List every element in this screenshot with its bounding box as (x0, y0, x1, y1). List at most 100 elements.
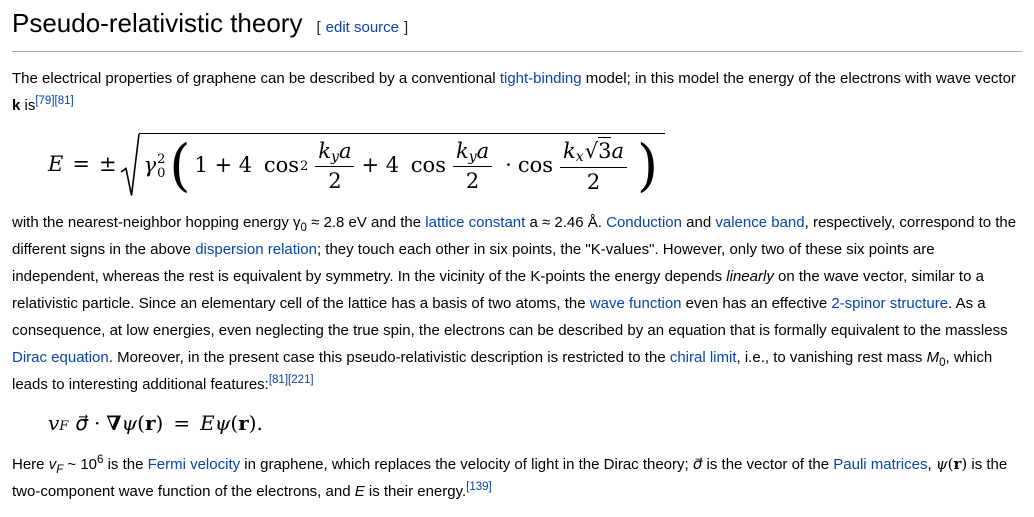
text-run: . As a consequence, at low energies, eve… (12, 295, 1008, 339)
gamma-sup-sub: 2 0 (157, 151, 166, 182)
section-title: Pseudo-relativistic theory (12, 8, 303, 38)
text-run: is the vector of the (702, 456, 834, 473)
wiki-link[interactable]: lattice constant (425, 214, 526, 231)
sigma-vector: σ⃗ (75, 411, 89, 435)
var-k: k (318, 138, 332, 163)
sub-x: x (575, 149, 584, 166)
text-run: with the nearest-neighbor hopping energy… (12, 214, 301, 231)
text-run: , respectively, correspond to the differ… (12, 214, 1017, 258)
text-run: is (20, 97, 36, 114)
equals-sign: = (72, 152, 90, 177)
psi-symbol: ψ (121, 411, 138, 435)
plus-minus-sign: ± (98, 152, 117, 177)
center-dot: · (94, 411, 101, 435)
fraction-kx-sqrt3a-over-2: k x √ 3 a 2 (560, 137, 627, 195)
edit-section: [edit source] (316, 19, 408, 36)
paragraph-intro: The electrical properties of graphene ca… (12, 65, 1022, 119)
inline-math: ψ (935, 455, 948, 473)
text-run: even has an effective (681, 295, 832, 312)
close-parenthesis: ) (636, 133, 659, 199)
italic-text: v (48, 456, 57, 473)
small-radical-sign: √ (584, 139, 599, 164)
inline-math: r (953, 455, 962, 473)
var-a: a (476, 138, 490, 163)
nabla-operator: ∇ (106, 411, 122, 435)
var-E: E (200, 411, 215, 435)
text-run: ; they touch each other in six points, t… (12, 241, 935, 285)
var-a: a (338, 138, 352, 163)
wiki-link[interactable]: wave function (589, 295, 682, 312)
paragraph-fermi-velocity: Here vF ~ 106 is the Fermi velocity in g… (12, 451, 1022, 505)
subscript-text: 0 (300, 222, 307, 234)
inline-math: σ⃗ (692, 455, 703, 473)
reference-link[interactable]: [139] (466, 481, 492, 493)
edit-bracket-open: [ (316, 19, 321, 36)
gamma-exponent: 2 (157, 151, 166, 167)
radical-sign (120, 133, 140, 196)
inline-math: ( (947, 455, 954, 473)
inline-math: ) (961, 455, 968, 473)
cos-operator: cos (410, 153, 446, 178)
open-parenthesis: ( (169, 133, 191, 199)
var-a: a (611, 139, 624, 164)
italic-text: E (354, 483, 365, 500)
text-run: is their energy. (364, 483, 467, 500)
reference-link[interactable]: [79][81] (35, 95, 74, 107)
text-run: is the two-component wave function of th… (12, 456, 1008, 500)
wiki-link[interactable]: chiral limit (669, 349, 737, 366)
italic-text: linearly (726, 268, 774, 285)
sub-F: F (59, 419, 69, 434)
wiki-link[interactable]: dispersion relation (195, 241, 317, 258)
bold-r: r (144, 411, 156, 435)
var-k: k (563, 139, 576, 164)
cos-operator: cos (263, 153, 300, 178)
text-run: . Moreover, in the present case this pse… (108, 349, 670, 366)
subscript-text: 0 (939, 357, 946, 369)
wiki-link[interactable]: Pauli matrices (833, 456, 928, 473)
text-run: is the (103, 456, 148, 473)
section-heading: Pseudo-relativistic theory [edit source] (12, 4, 1022, 52)
text-run: , i.e., to vanishing rest mass (736, 349, 927, 366)
var-v: v (48, 411, 60, 435)
wiki-link[interactable]: 2-spinor structure (831, 295, 949, 312)
edit-bracket-close: ] (404, 19, 409, 36)
text-run: in graphene, which replaces the velocity… (240, 456, 693, 473)
wiki-link[interactable]: Conduction (606, 214, 682, 231)
close-parenthesis: ) (155, 411, 164, 435)
text-run: The electrical properties of graphene ca… (12, 70, 500, 87)
psi-symbol: ψ (214, 411, 231, 435)
text-run: and (682, 214, 716, 231)
wiki-link[interactable]: tight-binding (499, 70, 582, 87)
text-run: , (927, 456, 936, 473)
denominator-2: 2 (328, 169, 342, 193)
text-run: ~ 10 (63, 456, 97, 473)
open-parenthesis: ( (137, 411, 145, 435)
sqrt-three: 3 (598, 137, 612, 164)
text-run: Here (12, 456, 49, 473)
gamma-symbol: γ (143, 153, 157, 178)
cos-squared-exponent: 2 (300, 158, 309, 174)
wiki-link[interactable]: Fermi velocity (147, 456, 241, 473)
bold-text: k (12, 97, 21, 114)
bold-r: r (238, 411, 249, 435)
paragraph-dispersion: with the nearest-neighbor hopping energy… (12, 209, 1022, 398)
denominator-2: 2 (586, 169, 601, 194)
center-dot: · (505, 153, 512, 178)
reference-link[interactable]: [81][221] (268, 374, 314, 386)
denominator-2: 2 (465, 169, 480, 193)
wiki-link[interactable]: valence band (715, 214, 805, 231)
equals-sign: = (173, 411, 191, 435)
text-run: a ≈ 2.46 Å. (525, 214, 607, 231)
var-k: k (455, 138, 469, 163)
term-one-plus-four: 1 + 4 (194, 153, 259, 178)
edit-source-link[interactable]: edit source (325, 19, 400, 36)
text-run: , which leads to interesting additional … (12, 349, 993, 393)
wiki-link[interactable]: Dirac equation (12, 349, 109, 366)
